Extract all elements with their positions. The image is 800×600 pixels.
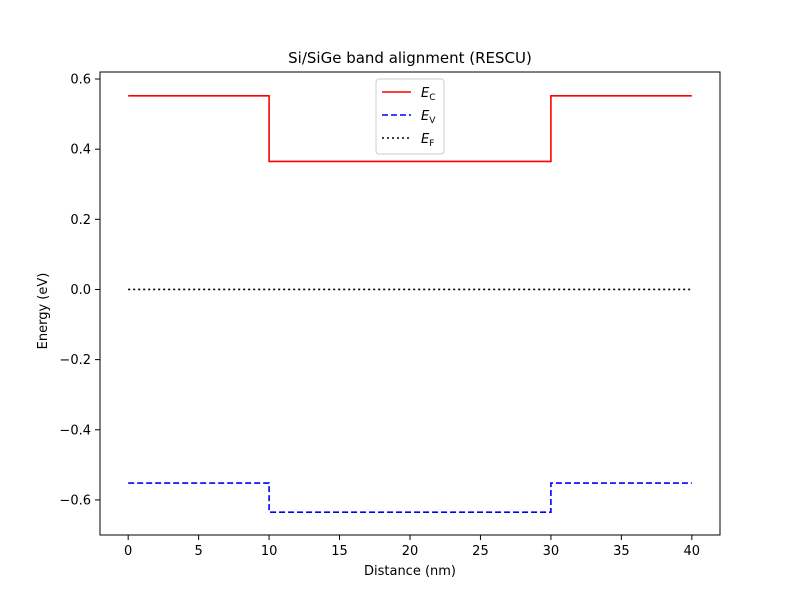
series-layer — [128, 95, 692, 514]
y-tick-label: 0.4 — [70, 143, 91, 158]
series-line-e-v — [128, 482, 692, 514]
x-tick-label: 15 — [331, 544, 348, 559]
y-tick-label: 0.6 — [70, 73, 91, 88]
x-tick-label: 40 — [684, 544, 701, 559]
x-tick-label: 35 — [613, 544, 630, 559]
legend-label-subscript: V — [429, 116, 436, 126]
y-tick-label: 0.2 — [70, 213, 91, 228]
legend-label-subscript: C — [429, 93, 435, 103]
y-axis-label: Energy (eV) — [36, 273, 51, 350]
x-tick-label: 0 — [124, 544, 132, 559]
series-line-e-c — [128, 95, 692, 163]
x-tick-label: 30 — [543, 544, 560, 559]
y-tick-label: 0.0 — [70, 283, 91, 298]
chart-title: Si/SiGe band alignment (RESCU) — [288, 49, 532, 67]
y-tick-label: −0.6 — [59, 493, 91, 508]
x-tick-label: 10 — [261, 544, 278, 559]
x-tick-label: 5 — [194, 544, 202, 559]
x-tick-label: 25 — [472, 544, 489, 559]
axis-ticks: 0 5 10 15 20 25 30 35 40 −0.6 −0.4 −0.2 0.0 0.2 0.4 0.6 — [59, 73, 700, 559]
y-tick-label: −0.2 — [59, 353, 91, 368]
x-tick-label: 20 — [402, 544, 419, 559]
x-axis-label: Distance (nm) — [364, 564, 456, 579]
y-tick-label: −0.4 — [59, 423, 91, 438]
legend-label-subscript: F — [429, 139, 434, 149]
legend-frame — [375, 78, 445, 155]
